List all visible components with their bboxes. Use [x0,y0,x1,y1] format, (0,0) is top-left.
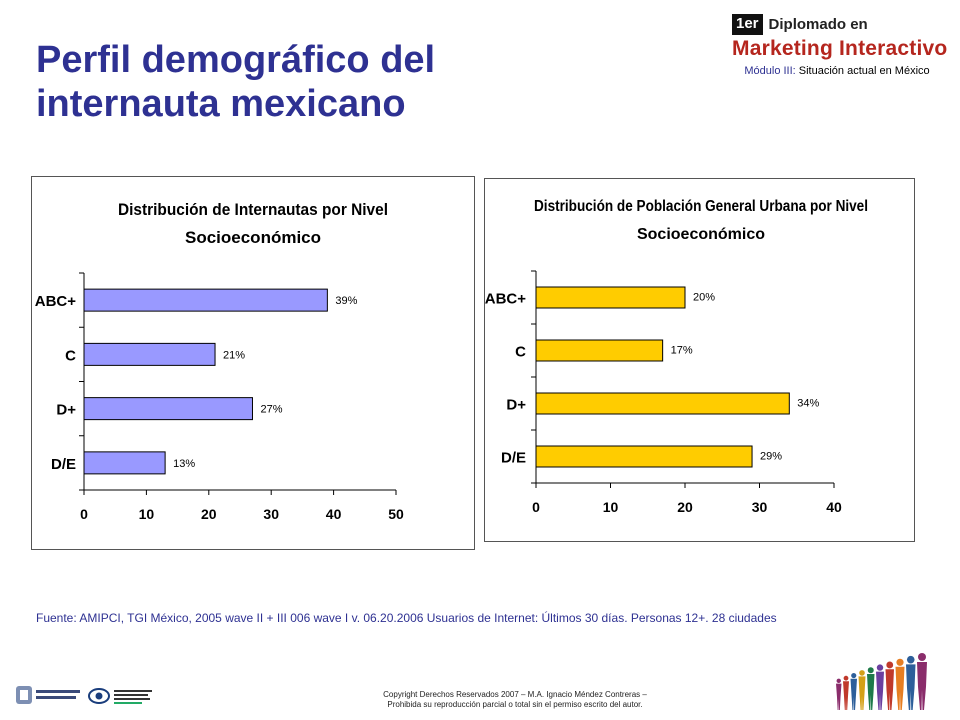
person-figure [885,661,894,710]
category-label: ABC+ [485,291,526,308]
x-tick-label: 50 [388,506,404,522]
data-label: 29% [760,451,782,463]
chart-title-line-2: Socioeconómico [637,226,765,243]
chart-title-line-1: Distribución de Población General Urbana… [534,198,868,215]
module-label: Módulo III: [744,65,796,77]
data-label: 20% [693,292,715,304]
chart-title-line-2: Socioeconómico [185,228,321,247]
x-tick-label: 30 [263,506,279,522]
people-crowd-icon [836,653,927,710]
category-label: C [65,347,76,364]
copyright-line-1: Copyright Derechos Reservados 2007 – M.A… [383,690,647,699]
person-figure [836,678,842,710]
person-figure [917,653,927,710]
category-label: D/E [51,456,76,473]
bar-d [83,397,253,421]
people-illustration [832,650,952,717]
iab-mexico-logo [88,686,158,711]
brand-badge: 1er [732,14,763,35]
x-tick-label: 0 [80,506,88,522]
person-figure [843,675,849,710]
title-line-2: internauta mexicano [36,83,406,125]
bar-c [535,339,664,362]
chart-poblacion-svg: Distribución de Población General Urbana… [485,198,868,515]
x-tick-label: 30 [752,499,768,515]
x-tick-label: 10 [139,506,155,522]
module-caption: Módulo III: Situación actual en México [742,65,932,78]
chart-title-line-1: Distribución de Internautas por Nivel [118,200,388,219]
bar-de [535,445,753,468]
copyright-notice: Copyright Derechos Reservados 2007 – M.A… [330,690,700,710]
program-brand: 1er Diplomado en Marketing Interactivo M… [732,14,948,78]
person-figure [867,667,875,710]
x-tick-label: 40 [826,499,842,515]
category-label: D+ [506,397,526,414]
category-label: D+ [56,402,76,419]
person-figure [858,670,866,710]
person-figure [876,664,884,710]
bar-abc [83,288,328,312]
chart-internautas: Distribución de Internautas por Nivel Soc… [31,176,475,550]
copyright-line-2: Prohibida su reproducción parcial o tota… [387,700,643,709]
x-tick-label: 40 [326,506,342,522]
x-tick-label: 10 [603,499,619,515]
bar-d [535,392,790,415]
x-tick-label: 20 [677,499,693,515]
person-figure [906,655,916,710]
brand-line-2: Marketing Interactivo [732,37,948,60]
x-tick-label: 0 [532,499,540,515]
iab-eye-icon [88,688,152,704]
data-label: 27% [260,404,282,416]
bar-de [83,451,166,475]
bar-c [83,342,216,366]
module-text: Situación actual en México [798,65,930,77]
data-label: 39% [335,295,357,307]
category-label: ABC+ [35,293,76,310]
bar-abc [535,286,686,309]
x-tick-label: 20 [201,506,217,522]
title-line-1: Perfil demográfico del [36,39,436,81]
data-label: 34% [797,398,819,410]
source-note: Fuente: AMIPCI, TGI México, 2005 wave II… [36,611,777,625]
tec-monterrey-emblem-icon [16,686,80,704]
category-label: D/E [501,450,526,467]
chart-internautas-svg: Distribución de Internautas por Nivel Soc… [35,200,404,522]
person-figure [895,658,905,710]
brand-line-1: Diplomado en [768,16,868,33]
data-label: 21% [223,349,245,361]
page-title: Perfil demográfico del internauta mexica… [36,38,435,126]
category-label: C [515,344,526,361]
data-label: 17% [671,345,693,357]
chart-poblacion: Distribución de Población General Urbana… [484,178,915,542]
tec-monterrey-logo [14,684,84,711]
person-figure [850,672,857,710]
data-label: 13% [173,458,195,470]
